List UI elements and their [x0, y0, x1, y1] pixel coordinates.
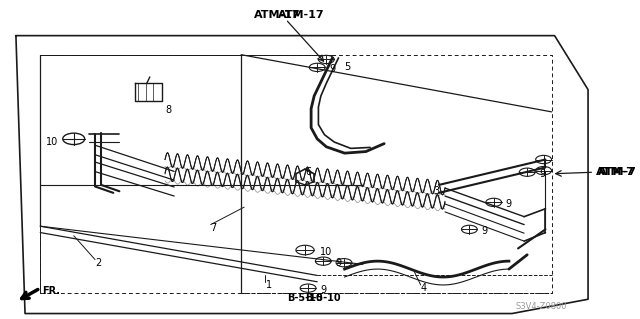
- Text: 9: 9: [506, 199, 512, 209]
- Text: 9: 9: [540, 169, 545, 179]
- Text: 4: 4: [420, 283, 427, 293]
- Text: 1: 1: [266, 280, 271, 290]
- Text: S3V4-Z0800: S3V4-Z0800: [515, 302, 566, 311]
- Text: 5: 5: [344, 63, 351, 72]
- Text: 8: 8: [165, 105, 171, 115]
- Text: B-5-10: B-5-10: [305, 293, 340, 303]
- Text: ATM-17: ATM-17: [254, 10, 301, 20]
- Text: 9: 9: [481, 226, 488, 236]
- Text: ATM-17: ATM-17: [278, 10, 324, 20]
- Text: 6: 6: [305, 167, 311, 177]
- Text: 2: 2: [95, 258, 101, 268]
- Text: 9: 9: [335, 258, 342, 268]
- Text: ATM-7: ATM-7: [596, 167, 635, 177]
- Text: 3: 3: [433, 186, 439, 196]
- Text: FR.: FR.: [42, 286, 60, 296]
- Text: 9: 9: [320, 285, 326, 295]
- Text: 10: 10: [46, 137, 58, 147]
- Text: ATM-7: ATM-7: [598, 167, 637, 177]
- Text: 7: 7: [211, 223, 217, 233]
- Text: B-5-10: B-5-10: [287, 293, 323, 303]
- Text: 10: 10: [320, 247, 332, 256]
- Text: 9: 9: [330, 64, 335, 74]
